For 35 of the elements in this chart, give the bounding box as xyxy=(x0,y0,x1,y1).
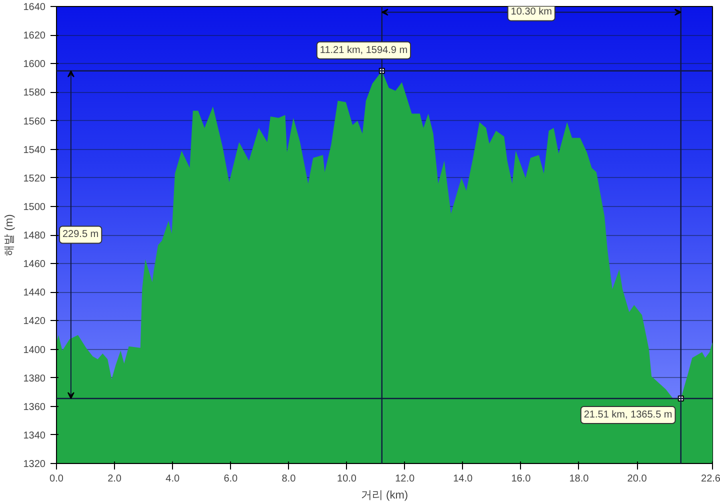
y-tick-label: 1400 xyxy=(23,344,46,356)
y-tick-label: 1440 xyxy=(23,288,46,299)
y-tick-label: 1460 xyxy=(23,259,46,270)
y-tick-label: 1380 xyxy=(23,373,46,384)
annotation: 229.5 m xyxy=(62,229,99,240)
y-tick-label: 1360 xyxy=(23,402,46,413)
x-tick-label: 10.0 xyxy=(337,474,357,484)
y-tick-label: 1620 xyxy=(23,30,46,42)
y-tick-label: 1480 xyxy=(23,230,46,242)
x-tick-label: 4.0 xyxy=(166,474,180,484)
annotation: 21.51 km, 1365.5 m xyxy=(584,410,672,421)
y-tick-label: 1520 xyxy=(23,173,46,184)
y-tick-label: 1580 xyxy=(23,88,46,99)
x-tick-label: 14.0 xyxy=(453,474,474,484)
y-tick-label: 1320 xyxy=(23,459,46,470)
x-tick-label: 0.0 xyxy=(50,474,64,484)
annotation: 10.30 km xyxy=(510,6,552,18)
x-tick-label: 22.6 xyxy=(701,474,720,484)
x-tick-label: 6.0 xyxy=(224,474,238,484)
x-tick-label: 18.0 xyxy=(569,474,590,484)
y-tick-label: 1340 xyxy=(23,430,46,442)
y-tick-label: 1640 xyxy=(23,2,46,13)
y-tick-label: 1600 xyxy=(23,59,46,70)
x-tick-label: 16.0 xyxy=(511,474,532,484)
x-axis-title: 거리 (km) xyxy=(360,490,408,502)
y-tick-label: 1540 xyxy=(23,144,46,156)
y-tick-label: 1560 xyxy=(23,116,46,128)
x-tick-label: 20.0 xyxy=(627,474,648,484)
x-tick-label: 8.0 xyxy=(282,474,296,484)
x-tick-label: 12.0 xyxy=(395,474,415,484)
y-tick-label: 1500 xyxy=(23,202,46,213)
annotation: 11.21 km, 1594.9 m xyxy=(320,44,408,56)
y-tick-label: 1420 xyxy=(23,316,46,328)
y-axis-title: 해발 (m) xyxy=(3,214,16,256)
x-tick-label: 2.0 xyxy=(108,474,122,484)
